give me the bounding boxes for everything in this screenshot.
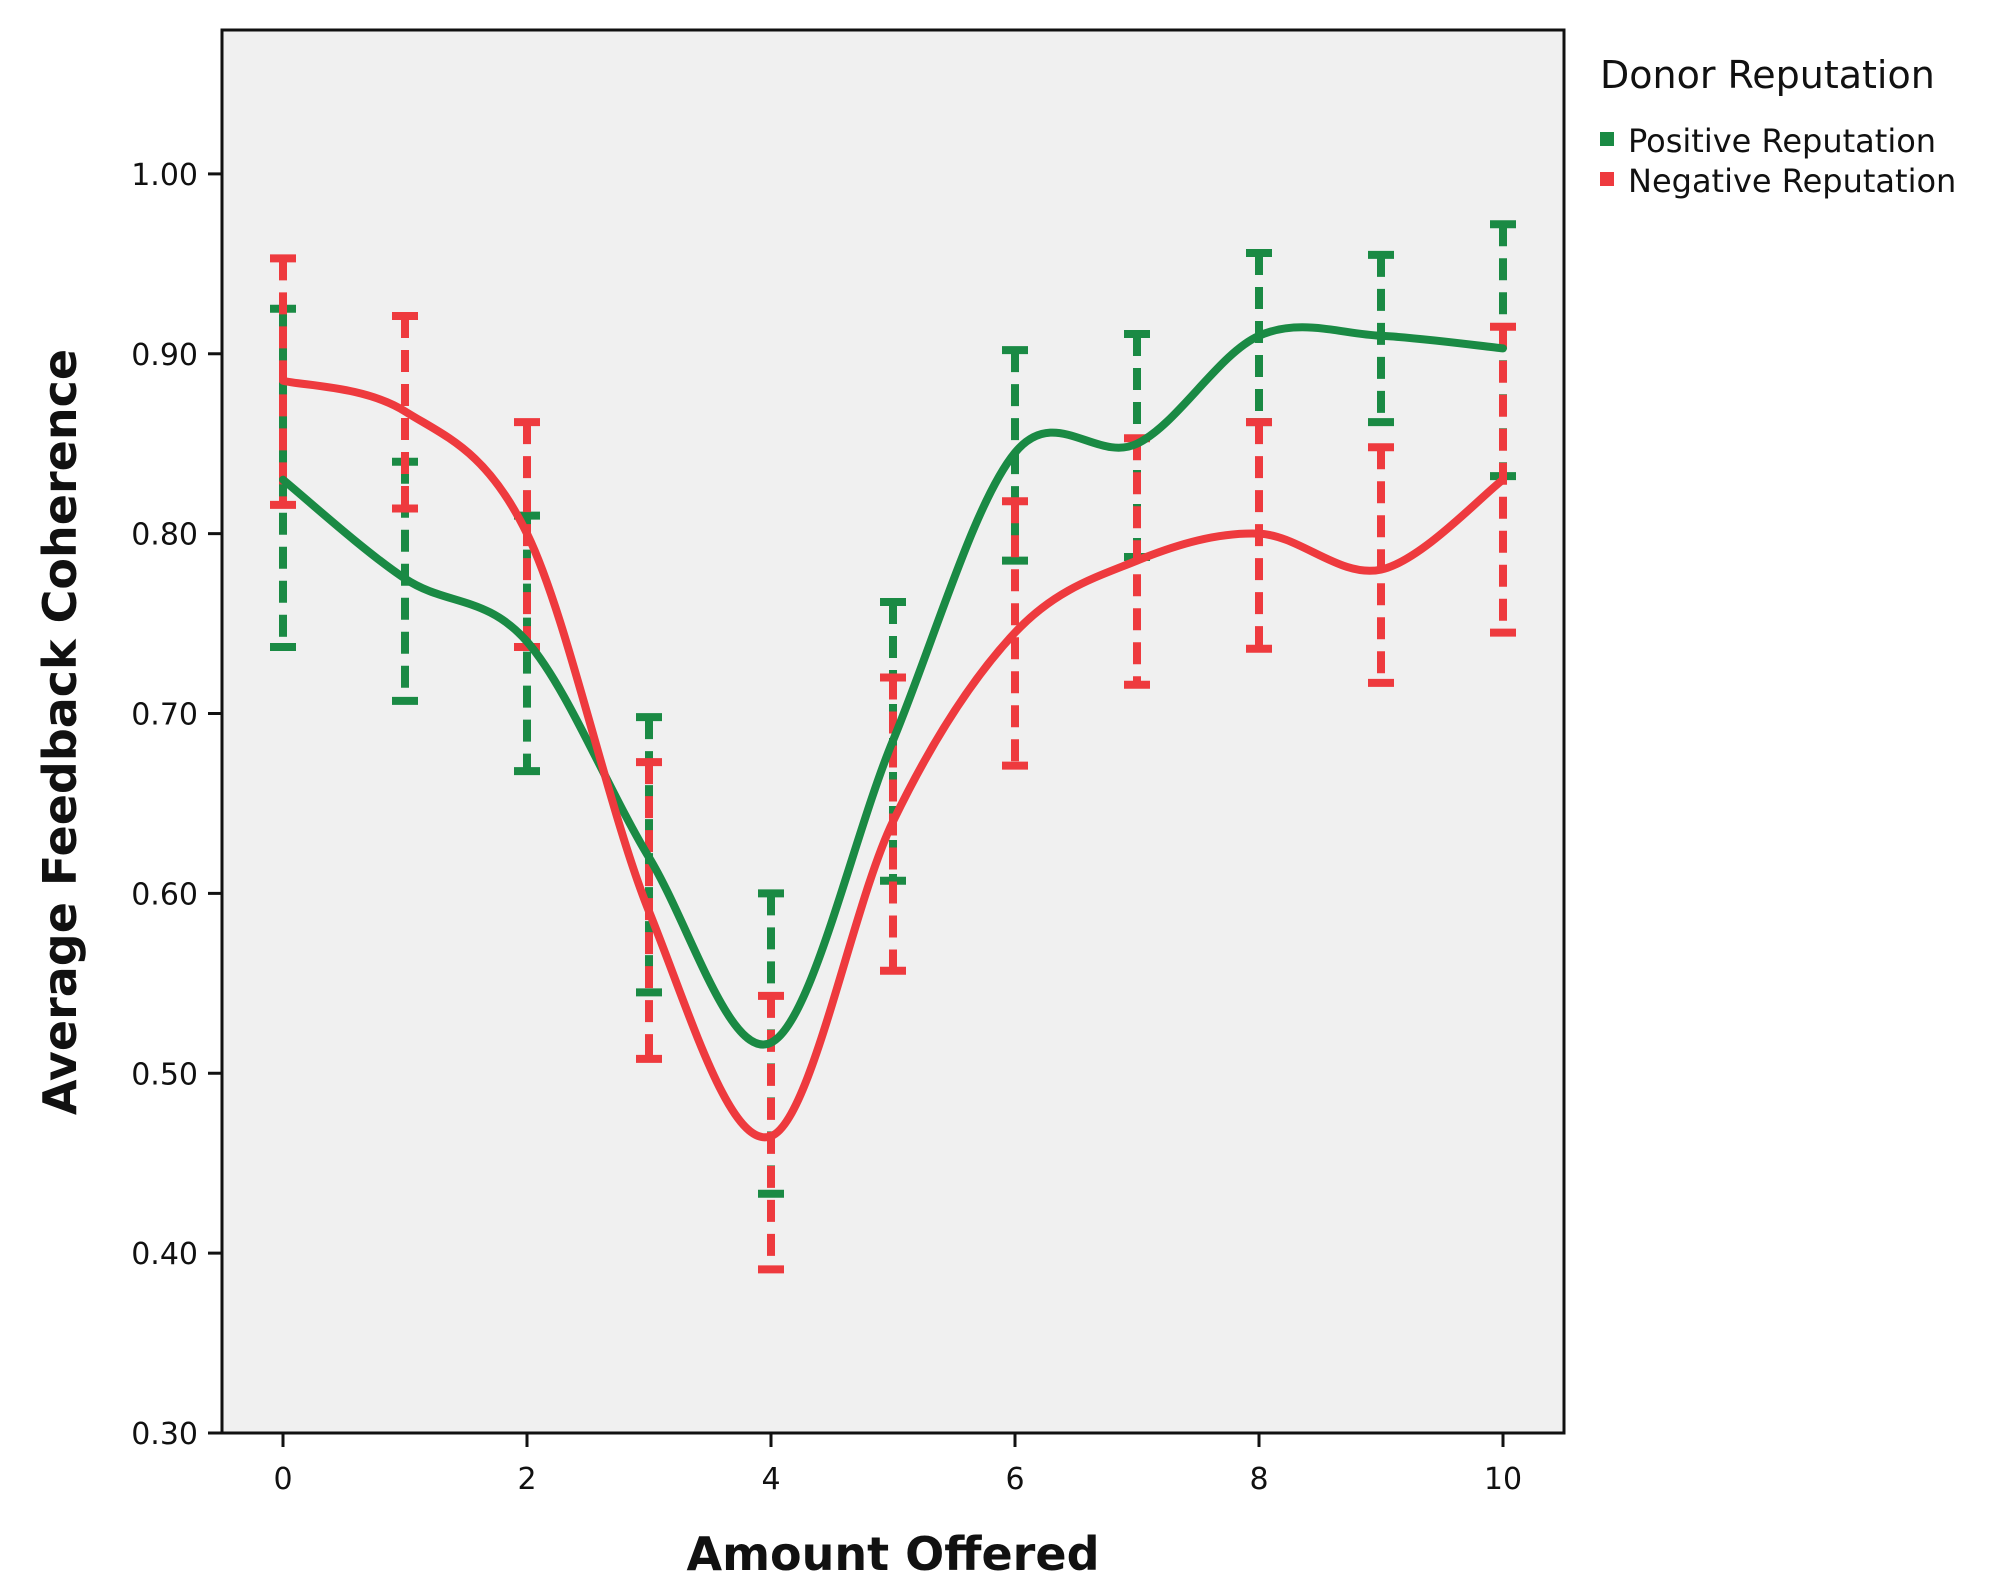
y-tick-label: 0.40 [131, 1237, 198, 1272]
y-tick-label: 0.90 [131, 338, 198, 373]
x-axis-title: Amount Offered [686, 1527, 1099, 1581]
y-tick-label: 0.70 [131, 698, 198, 733]
y-tick-label: 0.60 [131, 877, 198, 912]
legend-swatch-positive [1600, 132, 1614, 146]
x-tick-label: 0 [273, 1462, 292, 1497]
y-axis: 0.30 0.40 0.50 0.60 0.70 0.80 0.90 1.00 [131, 158, 222, 1452]
legend-label-positive: Positive Reputation [1628, 122, 1936, 160]
y-tick-label: 1.00 [131, 158, 198, 193]
y-tick-label: 0.50 [131, 1057, 198, 1092]
legend-label-negative: Negative Reputation [1628, 162, 1956, 200]
series-layer [270, 220, 1516, 1274]
x-tick-label: 2 [517, 1462, 536, 1497]
legend-title: Donor Reputation [1600, 53, 1935, 97]
legend-swatch-negative [1600, 172, 1614, 186]
x-tick-label: 8 [1249, 1462, 1268, 1497]
x-tick-label: 6 [1005, 1462, 1024, 1497]
y-tick-label: 0.30 [131, 1417, 198, 1452]
x-tick-label: 10 [1484, 1462, 1522, 1497]
series-line-positive [279, 323, 1507, 1049]
y-tick-label: 0.80 [131, 518, 198, 553]
y-axis-title: Average Feedback Coherence [33, 349, 87, 1115]
x-axis: 0 2 4 6 8 10 [273, 1433, 1522, 1497]
legend: Donor Reputation Positive Reputation Neg… [1600, 53, 1956, 200]
x-tick-label: 4 [761, 1462, 780, 1497]
series-line-negative [279, 376, 1507, 1142]
